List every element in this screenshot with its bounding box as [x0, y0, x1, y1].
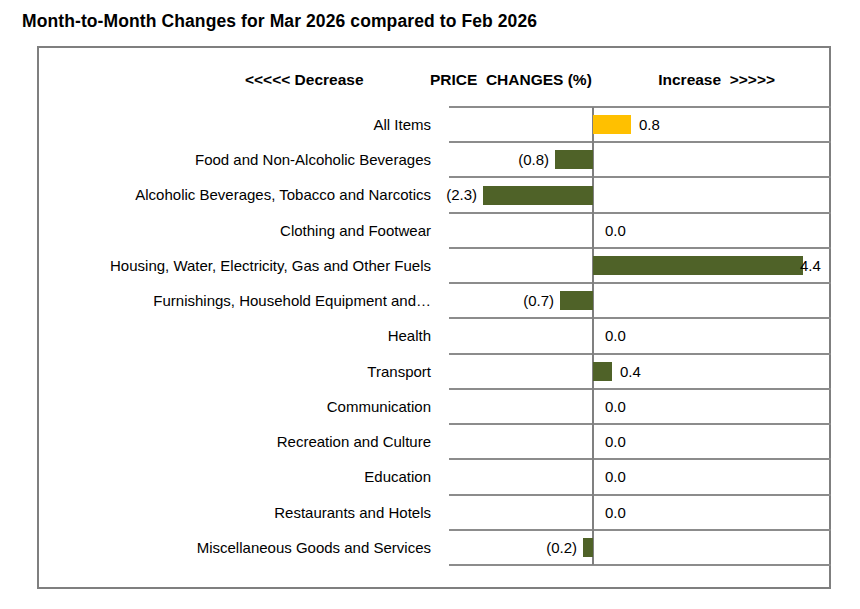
value-bar	[593, 115, 631, 134]
category-label: Housing, Water, Electricity, Gas and Oth…	[40, 248, 431, 283]
category-label: Health	[40, 318, 431, 353]
decrease-arrows-label: <<<<< Decrease	[245, 71, 364, 89]
value-label: 0.0	[605, 389, 626, 424]
value-bar	[483, 186, 593, 205]
value-label: 0.4	[620, 354, 641, 389]
chart-title: PRICE CHANGES (%)	[430, 71, 592, 89]
category-label: Communication	[40, 389, 431, 424]
gridline	[449, 564, 831, 566]
gridline	[449, 458, 831, 460]
gridline	[449, 247, 831, 249]
value-label: 0.8	[639, 107, 660, 142]
increase-arrows-label: Increase >>>>>	[658, 71, 775, 89]
gridline	[449, 423, 831, 425]
category-label: Education	[40, 459, 431, 494]
category-label: Restaurants and Hotels	[40, 495, 431, 530]
value-bar	[555, 150, 593, 169]
chart-header: <<<<< Decrease PRICE CHANGES (%) Increas…	[245, 71, 775, 89]
value-bar	[593, 256, 803, 275]
category-label: Alcoholic Beverages, Tobacco and Narcoti…	[40, 177, 431, 212]
zero-axis-line	[592, 107, 594, 565]
value-bar	[560, 291, 593, 310]
category-label: Recreation and Culture	[40, 424, 431, 459]
value-label: 0.0	[605, 424, 626, 459]
category-label: All Items	[40, 107, 431, 142]
figure-title: Month-to-Month Changes for Mar 2026 comp…	[22, 11, 537, 32]
value-label: (0.2)	[546, 530, 577, 565]
value-bar	[593, 362, 612, 381]
category-label: Clothing and Footwear	[40, 213, 431, 248]
gridline	[449, 494, 831, 496]
gridline	[449, 529, 831, 531]
value-label: 0.0	[605, 459, 626, 494]
gridline	[449, 317, 831, 319]
category-label: Transport	[40, 354, 431, 389]
value-label: (0.8)	[518, 142, 549, 177]
value-label: 0.0	[605, 495, 626, 530]
gridline	[449, 282, 831, 284]
value-label: (0.7)	[523, 283, 554, 318]
value-label: 0.0	[605, 213, 626, 248]
category-label: Furnishings, Household Equipment and…	[40, 283, 431, 318]
gridline	[449, 212, 831, 214]
value-label: 4.4	[800, 248, 821, 283]
value-label: (2.3)	[446, 177, 477, 212]
value-label: 0.0	[605, 318, 626, 353]
category-label: Food and Non-Alcoholic Beverages	[40, 142, 431, 177]
category-label: Miscellaneous Goods and Services	[40, 530, 431, 565]
gridline	[449, 176, 831, 178]
value-bar	[583, 538, 593, 557]
